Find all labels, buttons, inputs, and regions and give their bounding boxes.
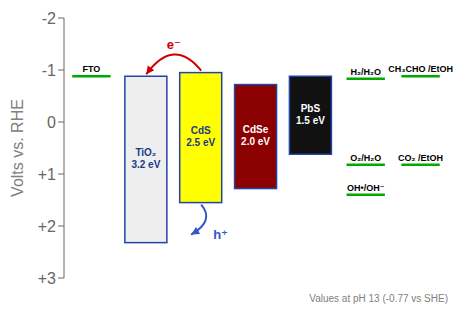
svg-text:-2: -2 [42, 10, 56, 27]
svg-text:CdS2.5 eV: CdS2.5 eV [186, 125, 215, 148]
svg-text:CH₃CHO /EtOH: CH₃CHO /EtOH [388, 64, 453, 74]
svg-text:h⁺: h⁺ [213, 227, 228, 242]
svg-text:e⁻: e⁻ [167, 37, 181, 52]
svg-text:CdSe2.0 eV: CdSe2.0 eV [241, 124, 270, 147]
svg-text:Volts vs. RHE: Volts vs. RHE [9, 99, 26, 197]
svg-text:H₂/H₂O: H₂/H₂O [350, 67, 381, 77]
svg-text:PbS1.5 eV: PbS1.5 eV [296, 103, 325, 126]
svg-text:-1: -1 [42, 62, 56, 79]
svg-text:+1: +1 [38, 166, 56, 183]
svg-text:TiO₂3.2 eV: TiO₂3.2 eV [131, 147, 160, 170]
svg-text:+3: +3 [38, 270, 56, 287]
svg-text:0: 0 [47, 114, 56, 131]
svg-text:FTO: FTO [83, 64, 101, 74]
svg-text:CO₂ /EtOH: CO₂ /EtOH [398, 153, 443, 163]
svg-text:Values at pH 13 (-0.77 vs SHE): Values at pH 13 (-0.77 vs SHE) [309, 293, 448, 304]
svg-text:OH•/OH⁻: OH•/OH⁻ [347, 183, 385, 193]
svg-text:+2: +2 [38, 218, 56, 235]
svg-text:O₂/H₂O: O₂/H₂O [350, 153, 381, 163]
